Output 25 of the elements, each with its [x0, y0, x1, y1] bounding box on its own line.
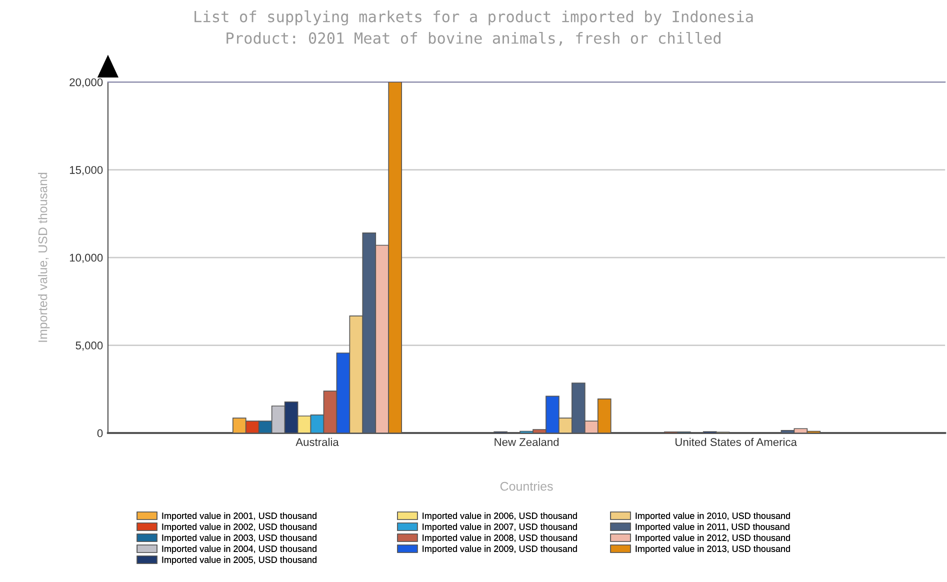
y-tick-label: 20,000	[70, 78, 103, 88]
x-axis-title: Countries	[500, 482, 553, 491]
chart-subtitle: Product: 0201 Meat of bovine animals, fresh or chilled	[226, 32, 720, 46]
legend-label: Imported value in 2003, USD thousand	[162, 534, 316, 543]
x-tick-label: New Zealand	[494, 438, 559, 446]
y-tick-label: 5,000	[76, 342, 103, 351]
legend-label: Imported value in 2005, USD thousand	[162, 556, 316, 565]
y-tick-label: 10,000	[70, 254, 103, 263]
legend-label: Imported value in 2001, USD thousand	[162, 512, 316, 521]
legend-label: Imported value in 2013, USD thousand	[636, 545, 790, 554]
y-tick-label: 15,000	[70, 166, 103, 176]
legend-label: Imported value in 2002, USD thousand	[162, 523, 316, 532]
x-tick-label: Australia	[296, 438, 339, 446]
legend-label: Imported value in 2007, USD thousand	[422, 523, 577, 532]
y-tick-label: 0	[97, 429, 103, 438]
y-axis-title: Imported value, USD thousand	[38, 172, 50, 342]
x-tick-label: United States of America	[676, 438, 797, 446]
legend-label: Imported value in 2004, USD thousand	[162, 545, 316, 554]
legend-label: Imported value in 2010, USD thousand	[636, 512, 790, 521]
chart-title: List of supplying markets for a product imported by Indonesia	[194, 10, 753, 26]
legend-label: Imported value in 2006, USD thousand	[422, 512, 577, 521]
legend-label: Imported value in 2012, USD thousand	[636, 534, 790, 543]
legend-label: Imported value in 2008, USD thousand	[422, 534, 577, 543]
legend-label: Imported value in 2009, USD thousand	[422, 545, 577, 554]
legend-label: Imported value in 2011, USD thousand	[636, 523, 790, 532]
